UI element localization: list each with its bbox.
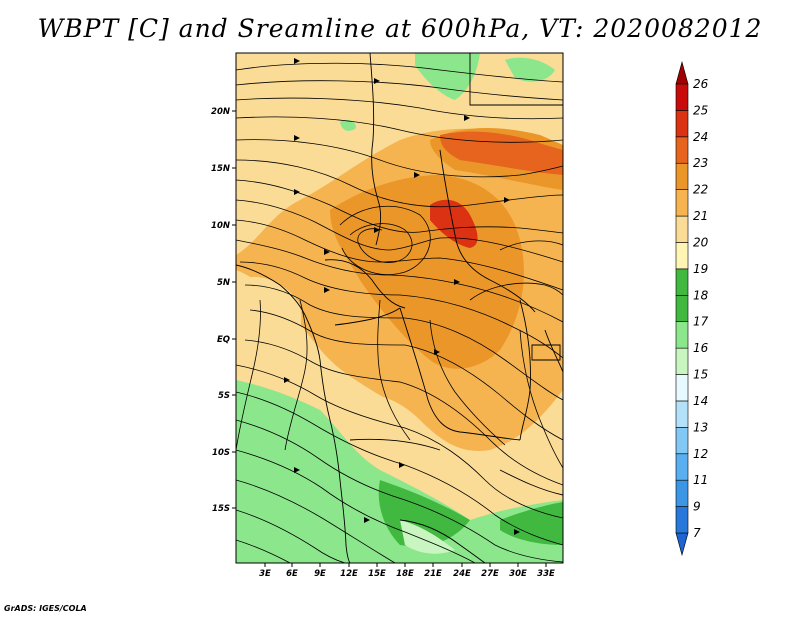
colorbar-label: 17 xyxy=(693,315,709,329)
colorbar-swatch xyxy=(675,294,689,323)
wbpt-23-region xyxy=(440,131,563,175)
colorbar-label: 21 xyxy=(693,209,708,223)
lat-tick-label: 20N xyxy=(211,107,230,117)
streamline-arrowheads xyxy=(284,58,520,535)
colorbar-swatch xyxy=(675,427,689,455)
lon-tick-label: 12E xyxy=(340,569,358,579)
colorbar-label: 19 xyxy=(693,262,708,276)
colorbar-swatch xyxy=(675,110,689,138)
map-title: WBPT [C] and Sreamline at 600hPa, VT: 20… xyxy=(37,14,763,43)
colorbar-swatch xyxy=(675,479,689,507)
colorbar-swatch xyxy=(675,215,689,243)
lon-tick-label: 15E xyxy=(368,569,386,579)
colorbar-swatch xyxy=(675,400,689,428)
colorbar: 7 9 11 12 13 14 15 16 17 18 19 20 21 22 23 24 25 26 xyxy=(675,60,709,557)
colorbar-swatch xyxy=(675,321,689,349)
lat-tick-label: 5S xyxy=(218,391,230,401)
lon-tick-label: 21E xyxy=(424,569,442,579)
colorbar-label: 14 xyxy=(693,394,708,408)
colorbar-label: 11 xyxy=(693,473,708,487)
colorbar-label: 18 xyxy=(693,288,709,302)
country-borders xyxy=(236,53,563,563)
colorbar-label: 16 xyxy=(693,341,709,355)
colorbar-swatch xyxy=(675,83,689,111)
colorbar-swatch xyxy=(675,136,689,164)
colorbar-label: 7 xyxy=(693,526,701,540)
colorbar-swatch xyxy=(675,374,689,402)
lat-tick-label: 15S xyxy=(212,504,230,514)
lat-tick-label: 5N xyxy=(217,278,230,288)
lat-tick-label: 10S xyxy=(212,448,230,458)
colorbar-label: 25 xyxy=(693,103,708,117)
lon-tick-label: 24E xyxy=(453,569,471,579)
colorbar-bottom-arrow xyxy=(675,532,689,557)
colorbar-swatch xyxy=(675,189,689,217)
lon-tick-label: 33E xyxy=(537,569,555,579)
colorbar-label: 12 xyxy=(693,447,708,461)
colorbar-label: 24 xyxy=(693,130,708,144)
map-frame xyxy=(235,52,564,564)
wbpt-18-north-region xyxy=(415,53,480,100)
streamlines xyxy=(236,62,563,563)
longitude-axis: 3E 6E 9E 12E 15E 18E 21E 24E 27E 30E 33E xyxy=(259,563,555,579)
map-panel xyxy=(236,53,563,563)
lat-tick-label: 10N xyxy=(211,221,230,231)
colorbar-label: 20 xyxy=(693,235,709,249)
colorbar-label: 15 xyxy=(693,368,708,382)
colorbar-swatch xyxy=(675,242,689,270)
colorbar-swatch xyxy=(675,162,689,190)
colorbar-label: 22 xyxy=(693,183,708,197)
colorbar-label: 13 xyxy=(693,420,708,434)
colorbar-swatch xyxy=(675,268,689,296)
wbpt-18-region xyxy=(378,480,470,547)
latitude-axis: 20N 15N 10N 5N EQ 5S 10S 15S xyxy=(211,107,236,514)
wbpt-17-18-south-region xyxy=(236,380,563,563)
lon-tick-label: 6E xyxy=(286,569,298,579)
lon-tick-label: 3E xyxy=(259,569,271,579)
lat-tick-label: EQ xyxy=(217,335,230,345)
wbpt-24-region xyxy=(430,199,478,248)
colorbar-swatch xyxy=(675,506,689,534)
colorbar-label: 26 xyxy=(693,77,709,91)
lon-tick-label: 9E xyxy=(314,569,326,579)
colorbar-top-arrow xyxy=(675,60,689,85)
lat-tick-label: 15N xyxy=(211,164,230,174)
colorbar-swatch xyxy=(675,347,689,375)
lon-tick-label: 18E xyxy=(396,569,414,579)
colorbar-label: 9 xyxy=(693,500,701,514)
colorbar-swatch xyxy=(675,453,689,481)
lon-tick-label: 27E xyxy=(481,569,499,579)
lon-tick-label: 30E xyxy=(509,569,527,579)
colorbar-label: 23 xyxy=(693,156,708,170)
grads-credit: GrADS: IGES/COLA xyxy=(4,604,87,613)
